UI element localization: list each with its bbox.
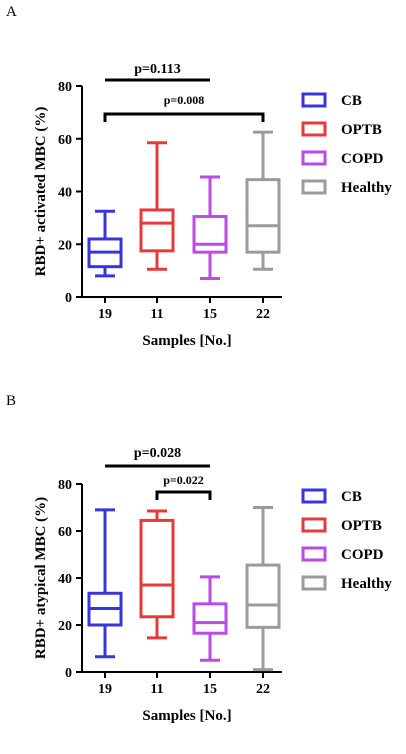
panel-b-box-cb xyxy=(87,508,123,659)
iqr-box xyxy=(245,178,281,254)
panel-b-x-tick-label: 11 xyxy=(150,682,163,697)
panel-a-y-axis-title: RBD+ activated MBC (%) xyxy=(33,107,49,277)
panel-a-legend: CB OPTB COPD Healthy xyxy=(301,92,392,196)
panel-a-y-tick-label: 20 xyxy=(58,238,72,253)
legend-swatch-optb xyxy=(301,517,327,533)
panel-a-x-tick-label: 15 xyxy=(203,307,217,322)
panel-b-legend: CB OPTB COPD Healthy xyxy=(301,488,392,592)
panel-letter-b: B xyxy=(6,393,17,409)
panel-a-box-cb xyxy=(87,209,123,278)
significance-bracket xyxy=(103,112,265,122)
panel-b-x-tick-label: 15 xyxy=(203,682,217,697)
panel-a-x-tick-label: 11 xyxy=(150,307,163,322)
panel-a-y-tick-label: 0 xyxy=(65,291,72,306)
legend-label-cb: CB xyxy=(341,93,362,109)
panel-a-significance-2: p=0.008 xyxy=(103,93,265,122)
legend-swatch-copd xyxy=(301,150,327,166)
legend-label-cb: CB xyxy=(341,489,362,505)
panel-b-y-tick-label: 0 xyxy=(65,666,72,681)
panel-b-box-optb xyxy=(139,509,175,640)
panel-letter-a: A xyxy=(6,4,17,20)
panel-b-significance-1: p=0.028 xyxy=(105,446,210,468)
panel-a-y-tick-label: 40 xyxy=(58,186,72,201)
panel-b-y-tick-label: 60 xyxy=(58,525,72,540)
legend-swatch-copd xyxy=(301,546,327,562)
p-value-label: p=0.022 xyxy=(163,473,204,487)
panel-a-group: 0 20 40 60 80 19 11 15 22 Samples [No.] RBD+ activ… xyxy=(33,62,392,349)
legend-label-optb: OPTB xyxy=(341,518,382,534)
iqr-box xyxy=(139,208,175,253)
panel-b-box-copd xyxy=(192,575,228,662)
panel-b-significance-2: p=0.022 xyxy=(155,473,212,500)
panel-b-x-axis-title: Samples [No.] xyxy=(142,708,231,724)
panel-b-group: 0 20 40 60 80 19 11 15 22 Samples [No.] RBD+ atypi… xyxy=(33,446,392,724)
legend-label-copd: COPD xyxy=(341,151,384,167)
panel-a-y-tick-label: 60 xyxy=(58,133,72,148)
p-value-label: p=0.028 xyxy=(134,446,181,461)
panel-a-x-tick-label: 22 xyxy=(256,307,270,322)
significance-bracket xyxy=(155,490,212,500)
legend-label-copd: COPD xyxy=(341,547,384,563)
panel-b-y-axis-title: RBD+ atypical MBC (%) xyxy=(33,497,49,659)
panel-b-x-tick-label: 22 xyxy=(256,682,270,697)
legend-label-healthy: Healthy xyxy=(341,180,392,196)
panel-b-y-tick-label: 20 xyxy=(58,619,72,634)
panel-b-y-tick-label: 40 xyxy=(58,572,72,587)
panel-a-significance-1: p=0.113 xyxy=(105,62,210,82)
panel-a-x-axis-title: Samples [No.] xyxy=(142,333,231,349)
iqr-box xyxy=(192,215,228,254)
legend-swatch-cb xyxy=(301,488,327,504)
legend-swatch-healthy xyxy=(301,179,327,195)
panel-a-box-optb xyxy=(139,141,175,271)
panel-b-y-tick-label: 80 xyxy=(58,478,72,493)
panel-a-y-tick-label: 80 xyxy=(58,80,72,95)
panel-a-box-healthy xyxy=(245,130,281,271)
legend-swatch-optb xyxy=(301,121,327,137)
panel-b-x-tick-label: 19 xyxy=(98,682,112,697)
legend-label-healthy: Healthy xyxy=(341,576,392,592)
panel-b-box-healthy xyxy=(245,506,281,672)
legend-swatch-cb xyxy=(301,92,327,108)
iqr-box xyxy=(139,518,175,619)
p-value-label: p=0.008 xyxy=(164,93,205,107)
iqr-box xyxy=(192,602,228,635)
panel-a-x-tick-label: 19 xyxy=(98,307,112,322)
legend-swatch-healthy xyxy=(301,575,327,591)
legend-label-optb: OPTB xyxy=(341,122,382,138)
p-value-label: p=0.113 xyxy=(134,62,181,77)
panel-a-box-copd xyxy=(192,175,228,281)
iqr-box xyxy=(245,563,281,629)
